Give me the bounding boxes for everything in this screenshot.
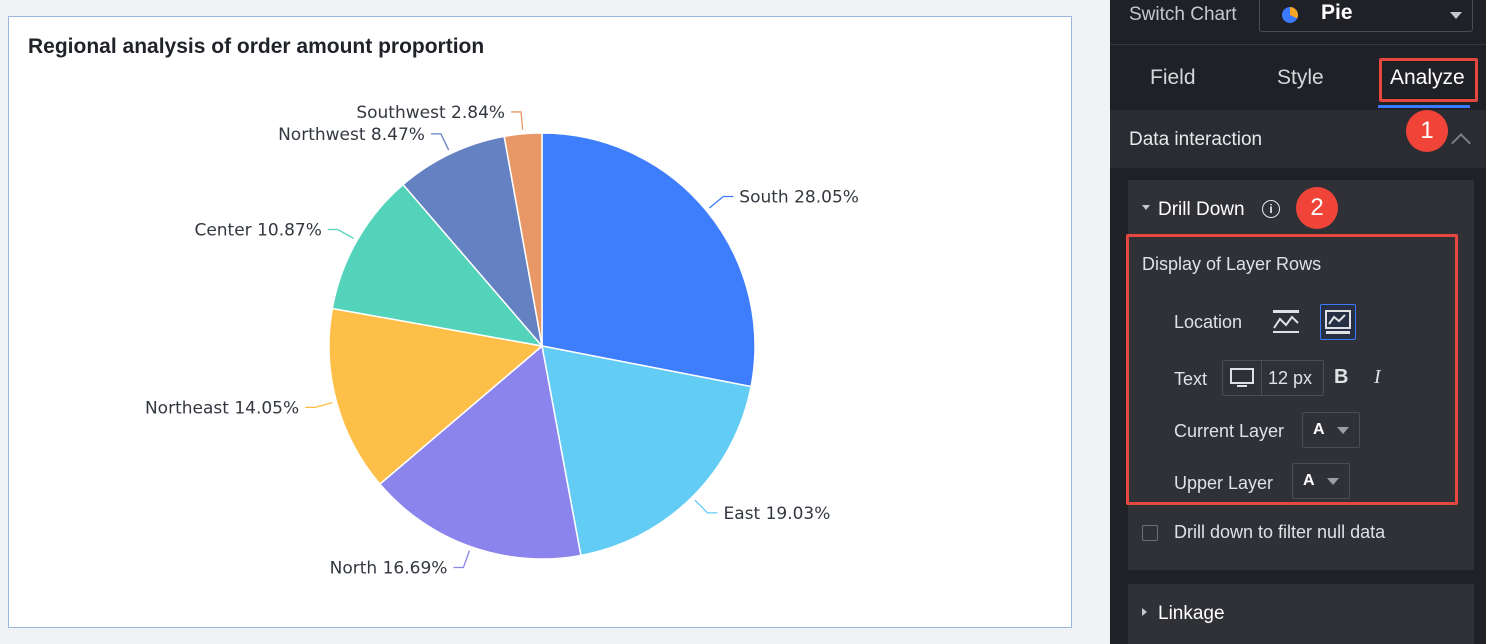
- active-tab-indicator: [1378, 105, 1470, 108]
- tab-analyze[interactable]: Analyze: [1390, 66, 1465, 89]
- slice-label-northeast: Northeast 14.05%: [145, 398, 299, 418]
- switch-chart-row: Switch Chart Pie: [1110, 0, 1486, 45]
- location-top-button[interactable]: [1268, 304, 1304, 340]
- label-leader-south: [709, 195, 734, 209]
- label-leader-east: [694, 499, 718, 514]
- current-layer-value: A: [1313, 421, 1325, 438]
- pie-slice-northwest[interactable]: [402, 135, 544, 349]
- pie-slice-east[interactable]: [541, 345, 752, 557]
- italic-button[interactable]: I: [1374, 366, 1381, 388]
- chart-title: Regional analysis of order amount propor…: [28, 35, 485, 58]
- label-leader-southwest: [511, 111, 524, 130]
- switch-chart-label: Switch Chart: [1129, 4, 1237, 25]
- location-bottom-button[interactable]: [1320, 304, 1356, 340]
- info-icon[interactable]: i: [1262, 200, 1280, 218]
- slice-label-north: North 16.69%: [330, 558, 448, 578]
- chevron-down-icon: [1450, 12, 1462, 19]
- pie-slice-south[interactable]: [541, 132, 756, 388]
- location-label: Location: [1174, 312, 1243, 332]
- linkage-title: Linkage: [1158, 603, 1225, 624]
- pie-slice-center[interactable]: [331, 183, 544, 348]
- config-panel: Switch Chart Pie Field Style Analyze Dat…: [1110, 0, 1486, 644]
- label-leader-north: [453, 550, 471, 569]
- label-leader-northwest: [430, 133, 450, 151]
- tab-style[interactable]: Style: [1277, 66, 1324, 89]
- pie-slice-north[interactable]: [378, 344, 582, 560]
- slice-label-east: East 19.03%: [723, 504, 830, 524]
- upper-layer-value: A: [1303, 472, 1315, 489]
- chevron-up-icon[interactable]: [1451, 133, 1471, 153]
- panel-tabs: Field Style Analyze: [1110, 46, 1486, 111]
- chart-type-select[interactable]: Pie: [1259, 0, 1473, 32]
- font-size-value[interactable]: 12 px: [1268, 368, 1313, 388]
- pie-slice-northeast[interactable]: [328, 307, 544, 486]
- layer-rows-title: Display of Layer Rows: [1142, 254, 1322, 274]
- drill-down-card: Drill Down i 2 Display of Layer Rows Loc…: [1128, 180, 1474, 570]
- upper-layer-color-select[interactable]: A: [1292, 463, 1350, 499]
- step-badge-2: 2: [1296, 187, 1338, 229]
- upper-layer-label: Upper Layer: [1174, 473, 1274, 493]
- label-leader-northeast: [305, 402, 333, 409]
- monitor-icon[interactable]: [1223, 361, 1261, 395]
- null-filter-label: Drill down to filter null data: [1174, 522, 1386, 542]
- chevron-down-icon: [1327, 478, 1339, 485]
- linkage-card[interactable]: Linkage: [1128, 584, 1474, 644]
- text-size-control[interactable]: 12 px: [1222, 360, 1324, 396]
- slice-label-southwest: Southwest 2.84%: [356, 103, 505, 123]
- slice-label-south: South 28.05%: [739, 187, 859, 207]
- caret-right-icon: [1142, 608, 1147, 616]
- bold-button[interactable]: B: [1334, 366, 1349, 388]
- caret-down-icon: [1142, 205, 1150, 210]
- text-label: Text: [1174, 369, 1208, 389]
- divider: [1261, 361, 1262, 395]
- drill-down-title: Drill Down: [1158, 199, 1245, 220]
- chart-type-value: Pie: [1321, 1, 1353, 24]
- current-layer-color-select[interactable]: A: [1302, 412, 1360, 448]
- pie-chart: South 28.05% East 19.03% North 16.69% North…: [145, 103, 859, 579]
- null-filter-checkbox[interactable]: [1142, 525, 1158, 541]
- label-leader-center: [327, 228, 354, 239]
- current-layer-label: Current Layer: [1174, 421, 1285, 441]
- layer-bottom-icon: [1325, 310, 1351, 334]
- chart-card: Regional analysis of order amount propor…: [8, 16, 1072, 628]
- section-title: Data interaction: [1129, 129, 1263, 150]
- slice-label-center: Center 10.87%: [194, 221, 321, 241]
- tab-field[interactable]: Field: [1150, 66, 1196, 89]
- step-badge-1: 1: [1406, 110, 1448, 152]
- chevron-down-icon: [1337, 427, 1349, 434]
- pie-chart-icon: [1282, 6, 1299, 23]
- pie-slice-southwest[interactable]: [503, 132, 543, 347]
- slice-label-northwest: Northwest 8.47%: [278, 125, 425, 145]
- layer-top-icon: [1273, 310, 1299, 333]
